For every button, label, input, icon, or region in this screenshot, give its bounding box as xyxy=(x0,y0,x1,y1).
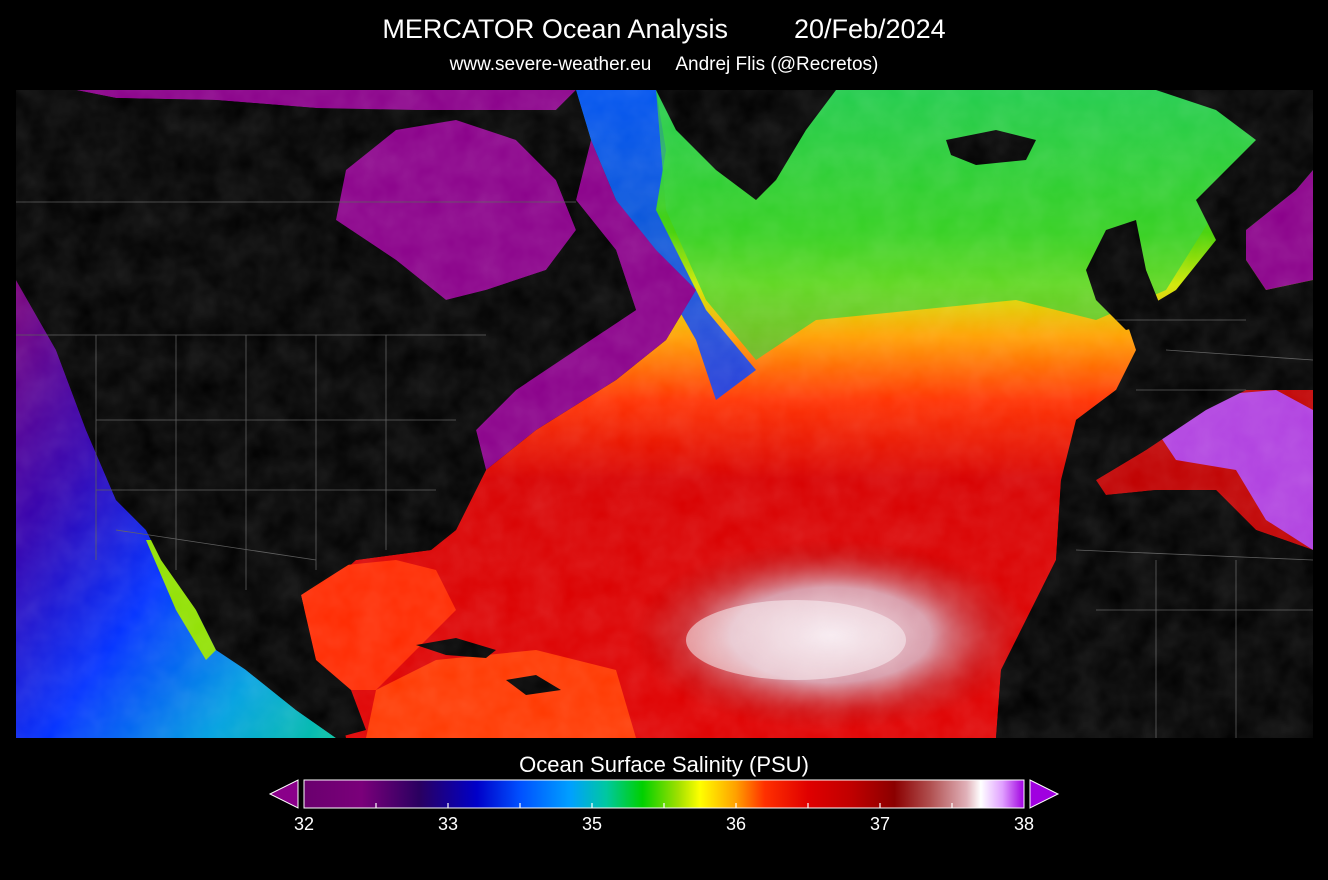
salinity-colorbar xyxy=(268,779,1060,809)
colorbar-min-arrow xyxy=(268,779,299,809)
tick-label: 36 xyxy=(725,814,747,834)
title-text: MERCATOR Ocean Analysis xyxy=(382,14,728,44)
tick-label: 32 xyxy=(293,814,315,834)
colorbar-max-arrow xyxy=(1029,779,1060,809)
tick-label: 38 xyxy=(1013,814,1035,834)
map-title: MERCATOR Ocean Analysis 20/Feb/2024 xyxy=(0,14,1328,45)
subtitle: www.severe-weather.eu Andrej Flis (@Recre… xyxy=(0,54,1328,76)
website-label: www.severe-weather.eu xyxy=(449,54,652,75)
tick-label: 37 xyxy=(869,814,891,834)
tick-label: 33 xyxy=(437,814,459,834)
colorbar-ticks xyxy=(375,803,953,808)
date-label: 20/Feb/2024 xyxy=(793,14,946,44)
eddy-texture xyxy=(16,90,1313,738)
tick-label: 35 xyxy=(581,814,603,834)
author-label: Andrej Flis (@Recretos) xyxy=(675,54,879,75)
salinity-map xyxy=(16,90,1313,738)
legend-title: Ocean Surface Salinity (PSU) xyxy=(519,752,809,777)
